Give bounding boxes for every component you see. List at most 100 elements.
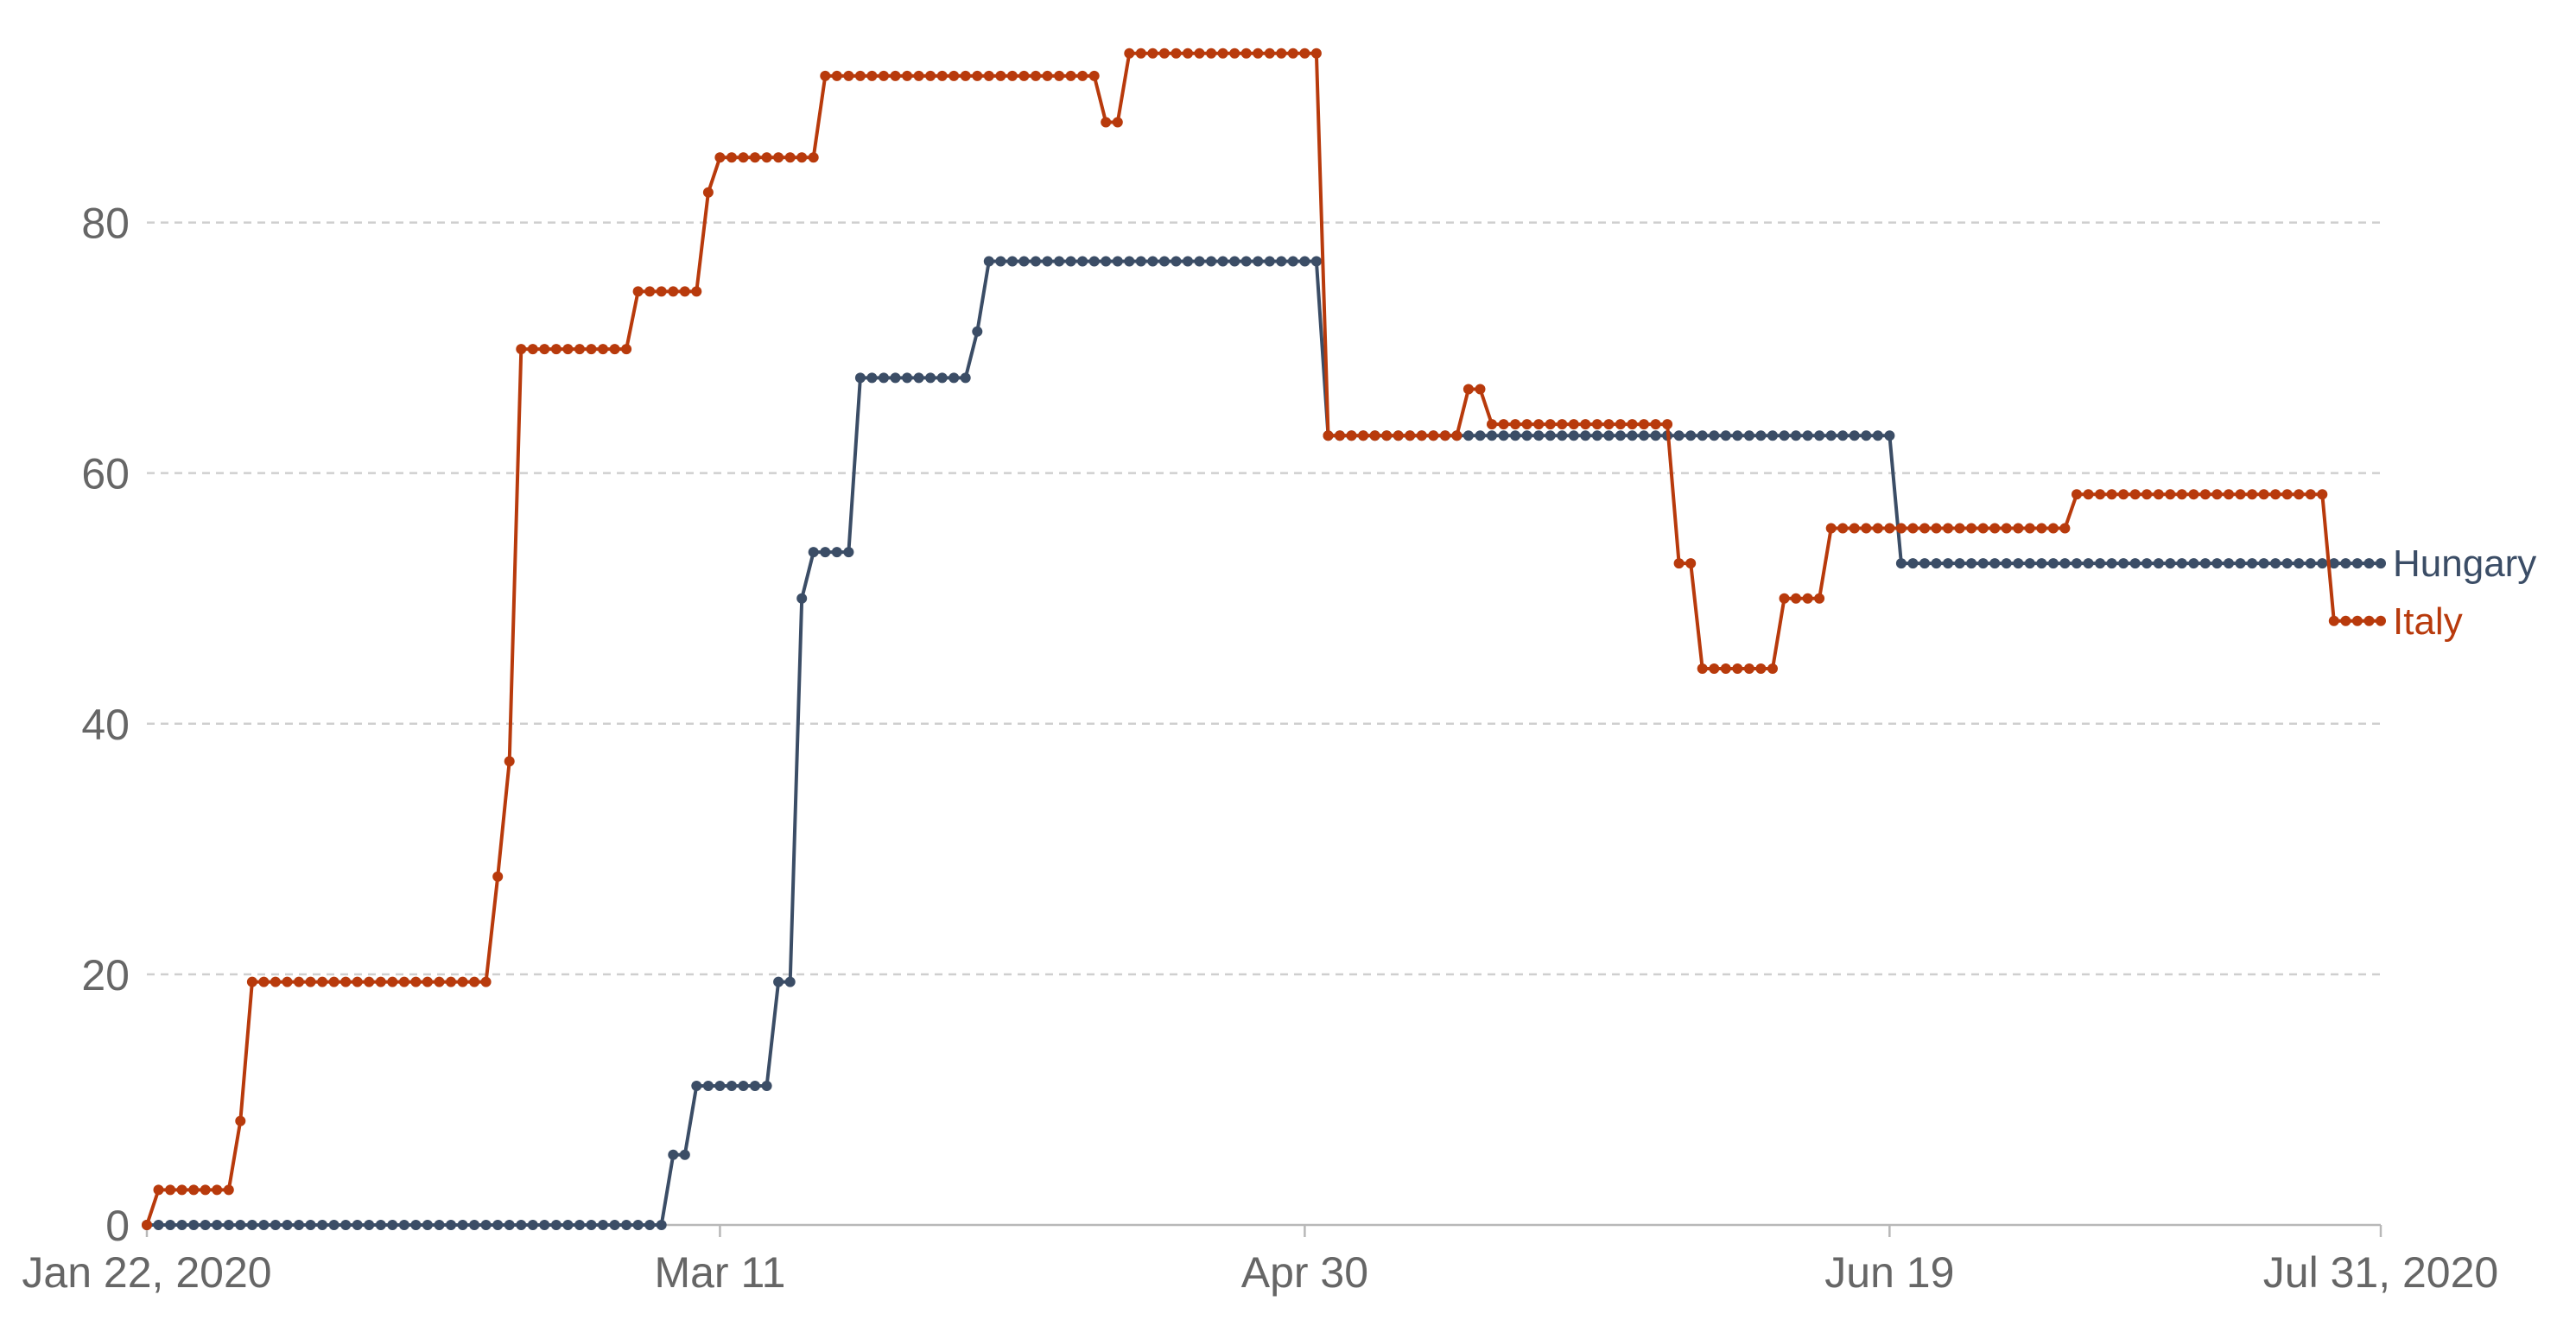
data-point-italy: [879, 70, 889, 81]
series-italy: [142, 48, 2386, 1230]
data-point-italy: [1591, 419, 1602, 430]
data-point-hungary: [1088, 256, 1100, 267]
data-point-italy: [2270, 489, 2281, 500]
data-point-hungary: [352, 1220, 363, 1230]
data-point-italy: [1732, 663, 1743, 674]
data-point-italy: [1240, 48, 1252, 59]
data-point-italy: [165, 1184, 176, 1196]
data-point-hungary: [2106, 558, 2117, 569]
data-point-hungary: [1591, 430, 1602, 441]
data-point-hungary: [422, 1220, 433, 1230]
data-point-italy: [609, 344, 620, 355]
x-tick-label-3: Jun 19: [1824, 1248, 1954, 1297]
data-point-italy: [784, 152, 796, 163]
data-point-italy: [1416, 430, 1427, 441]
data-point-hungary: [1171, 256, 1182, 267]
data-point-hungary: [1743, 430, 1754, 441]
data-point-italy: [574, 344, 585, 355]
data-point-italy: [2072, 489, 2082, 500]
data-point-italy: [1627, 419, 1638, 430]
data-point-hungary: [854, 372, 866, 384]
data-point-italy: [1158, 48, 1170, 59]
data-point-hungary: [1006, 256, 1018, 267]
data-point-italy: [1603, 419, 1615, 430]
data-point-italy: [317, 976, 328, 987]
data-point-italy: [843, 70, 854, 81]
data-point-hungary: [492, 1220, 504, 1230]
data-point-italy: [2235, 489, 2246, 500]
data-point-hungary: [2270, 558, 2281, 569]
data-point-italy: [2047, 523, 2059, 534]
data-point-hungary: [305, 1220, 316, 1230]
data-point-italy: [142, 1220, 152, 1230]
data-point-italy: [1521, 419, 1532, 430]
data-point-hungary: [714, 1081, 726, 1091]
data-point-hungary: [1919, 558, 1930, 569]
data-point-hungary: [1018, 256, 1030, 267]
y-axis-tick-labels: 0 20 40 60 80: [81, 200, 130, 1250]
data-point-hungary: [1791, 430, 1801, 441]
data-point-italy: [983, 70, 994, 81]
data-point-italy: [1369, 430, 1380, 441]
data-point-italy: [1287, 48, 1298, 59]
data-point-hungary: [1135, 256, 1146, 267]
data-point-hungary: [890, 372, 901, 384]
data-point-italy: [632, 286, 644, 297]
data-point-italy: [1884, 523, 1895, 534]
data-point-hungary: [1112, 256, 1123, 267]
data-point-italy: [1954, 523, 1965, 534]
data-point-hungary: [2001, 558, 2012, 569]
data-point-hungary: [960, 372, 971, 384]
data-point-italy: [2083, 489, 2094, 500]
data-point-italy: [691, 286, 702, 297]
data-point-italy: [1755, 663, 1767, 674]
data-point-italy: [562, 344, 574, 355]
data-point-hungary: [949, 372, 960, 384]
data-point-italy: [516, 344, 527, 355]
data-point-hungary: [1498, 430, 1509, 441]
data-point-italy: [1088, 70, 1100, 81]
data-point-italy: [2199, 489, 2211, 500]
data-point-italy: [2351, 615, 2363, 626]
data-point-hungary: [1943, 558, 1953, 569]
data-point-italy: [902, 70, 913, 81]
data-point-hungary: [750, 1081, 760, 1091]
data-point-hungary: [972, 326, 983, 337]
data-point-italy: [2188, 489, 2199, 500]
data-point-italy: [469, 976, 480, 987]
data-point-italy: [176, 1184, 187, 1196]
data-point-italy: [2224, 489, 2234, 500]
data-point-hungary: [1533, 430, 1545, 441]
data-point-italy: [2059, 523, 2071, 534]
data-point-hungary: [446, 1220, 456, 1230]
data-point-hungary: [1217, 256, 1228, 267]
data-point-italy: [1006, 70, 1018, 81]
data-point-hungary: [1310, 256, 1322, 267]
data-point-italy: [1568, 419, 1579, 430]
data-point-italy: [1650, 419, 1661, 430]
data-point-italy: [2328, 615, 2339, 626]
y-tick-label-60: 60: [81, 450, 130, 498]
data-point-italy: [1662, 419, 1673, 430]
data-point-hungary: [223, 1220, 234, 1230]
data-point-hungary: [925, 372, 936, 384]
data-point-hungary: [294, 1220, 304, 1230]
data-point-italy: [1767, 663, 1778, 674]
data-point-hungary: [2235, 558, 2246, 569]
data-point-italy: [1183, 48, 1193, 59]
data-point-italy: [1498, 419, 1509, 430]
data-point-hungary: [480, 1220, 492, 1230]
data-point-italy: [1977, 523, 1989, 534]
data-point-hungary: [1299, 256, 1310, 267]
data-point-italy: [995, 70, 1006, 81]
data-point-hungary: [668, 1149, 679, 1160]
data-point-italy: [352, 976, 363, 987]
data-point-hungary: [410, 1220, 422, 1230]
data-point-italy: [1545, 419, 1556, 430]
series-hungary: [142, 256, 2386, 1230]
data-point-hungary: [2247, 558, 2258, 569]
data-point-hungary: [2129, 558, 2141, 569]
data-point-hungary: [1884, 430, 1895, 441]
series-line-hungary: [147, 259, 2381, 1227]
data-point-hungary: [726, 1081, 737, 1091]
